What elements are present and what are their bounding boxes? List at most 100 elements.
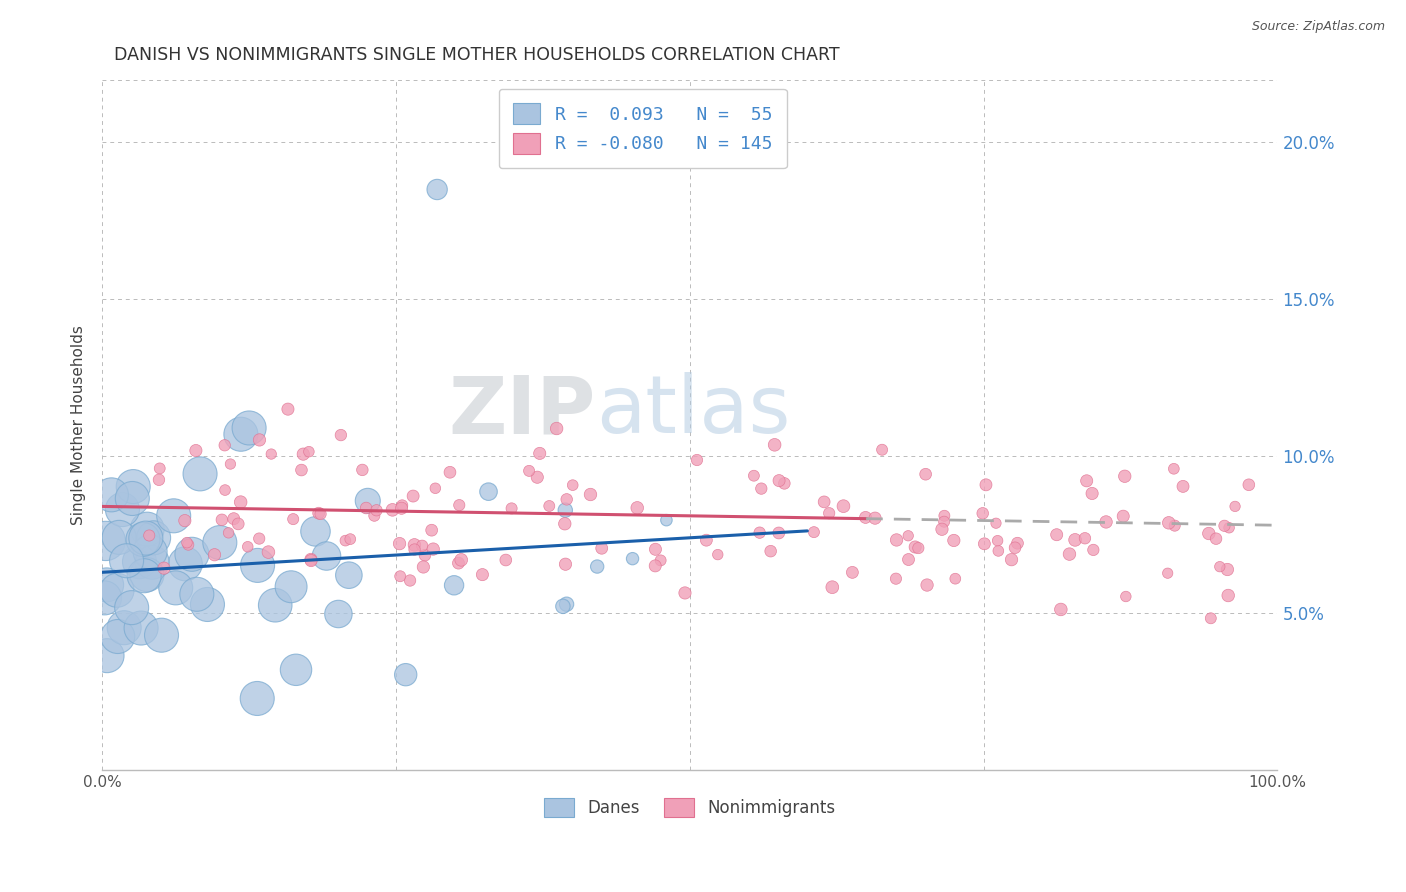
Point	[841, 566, 863, 580]
Point	[214, 438, 236, 452]
Point	[897, 529, 920, 543]
Point	[308, 506, 330, 520]
Point	[759, 544, 782, 558]
Point	[186, 587, 208, 601]
Point	[529, 446, 551, 460]
Point	[249, 433, 271, 447]
Point	[1114, 469, 1136, 483]
Point	[96, 648, 118, 663]
Point	[260, 447, 283, 461]
Point	[257, 545, 280, 559]
Point	[1112, 509, 1135, 524]
Point	[404, 542, 426, 557]
Point	[1163, 462, 1185, 476]
Point	[1076, 474, 1098, 488]
Point	[591, 541, 613, 556]
Point	[112, 621, 135, 635]
Point	[388, 536, 411, 550]
Point	[644, 558, 666, 573]
Point	[886, 533, 908, 547]
Point	[115, 554, 138, 568]
Point	[1115, 590, 1137, 604]
Point	[176, 535, 198, 549]
Point	[426, 182, 449, 196]
Point	[555, 597, 578, 611]
Point	[141, 555, 163, 569]
Point	[1059, 547, 1081, 561]
Point	[987, 544, 1010, 558]
Point	[904, 540, 927, 554]
Point	[121, 491, 143, 506]
Point	[188, 467, 211, 481]
Point	[425, 481, 447, 495]
Point	[1095, 515, 1118, 529]
Point	[1157, 516, 1180, 530]
Point	[299, 552, 322, 566]
Point	[363, 508, 385, 523]
Point	[420, 523, 443, 537]
Point	[517, 464, 540, 478]
Point	[897, 552, 920, 566]
Point	[555, 492, 578, 507]
Point	[214, 483, 236, 497]
Point	[477, 484, 499, 499]
Point	[315, 549, 337, 563]
Point	[813, 495, 835, 509]
Point	[855, 510, 877, 524]
Point	[337, 568, 360, 582]
Point	[943, 572, 966, 586]
Point	[1064, 533, 1087, 547]
Point	[142, 531, 165, 545]
Point	[218, 525, 240, 540]
Point	[389, 569, 412, 583]
Point	[399, 574, 422, 588]
Point	[139, 545, 162, 559]
Point	[122, 479, 145, 493]
Point	[931, 522, 953, 536]
Point	[934, 515, 956, 529]
Point	[135, 531, 157, 545]
Point	[450, 553, 472, 567]
Point	[391, 501, 413, 516]
Point	[1007, 536, 1029, 550]
Point	[655, 513, 678, 527]
Point	[695, 533, 717, 548]
Point	[246, 558, 269, 573]
Point	[884, 572, 907, 586]
Point	[984, 516, 1007, 531]
Point	[247, 532, 270, 546]
Point	[749, 482, 772, 496]
Point	[94, 533, 117, 548]
Point	[707, 548, 730, 562]
Point	[1218, 589, 1240, 603]
Point	[129, 621, 152, 635]
Point	[934, 508, 956, 523]
Point	[1164, 518, 1187, 533]
Point	[411, 539, 433, 553]
Point	[177, 538, 200, 552]
Legend: Danes, Nonimmigrants: Danes, Nonimmigrants	[537, 792, 842, 824]
Point	[413, 548, 436, 562]
Point	[803, 525, 825, 540]
Point	[280, 580, 302, 594]
Point	[352, 463, 374, 477]
Point	[128, 555, 150, 569]
Point	[1213, 518, 1236, 533]
Text: atlas: atlas	[596, 372, 790, 450]
Point	[422, 542, 444, 557]
Point	[93, 591, 115, 605]
Point	[107, 630, 129, 644]
Text: Source: ZipAtlas.com: Source: ZipAtlas.com	[1251, 20, 1385, 33]
Point	[136, 522, 159, 536]
Text: ZIP: ZIP	[449, 372, 596, 450]
Point	[1004, 541, 1026, 555]
Point	[111, 502, 134, 516]
Point	[1157, 566, 1180, 581]
Point	[554, 503, 576, 517]
Point	[121, 600, 143, 615]
Point	[501, 501, 523, 516]
Point	[105, 583, 128, 598]
Point	[238, 421, 260, 435]
Text: DANISH VS NONIMMIGRANTS SINGLE MOTHER HOUSEHOLDS CORRELATION CHART: DANISH VS NONIMMIGRANTS SINGLE MOTHER HO…	[114, 46, 839, 64]
Point	[219, 457, 242, 471]
